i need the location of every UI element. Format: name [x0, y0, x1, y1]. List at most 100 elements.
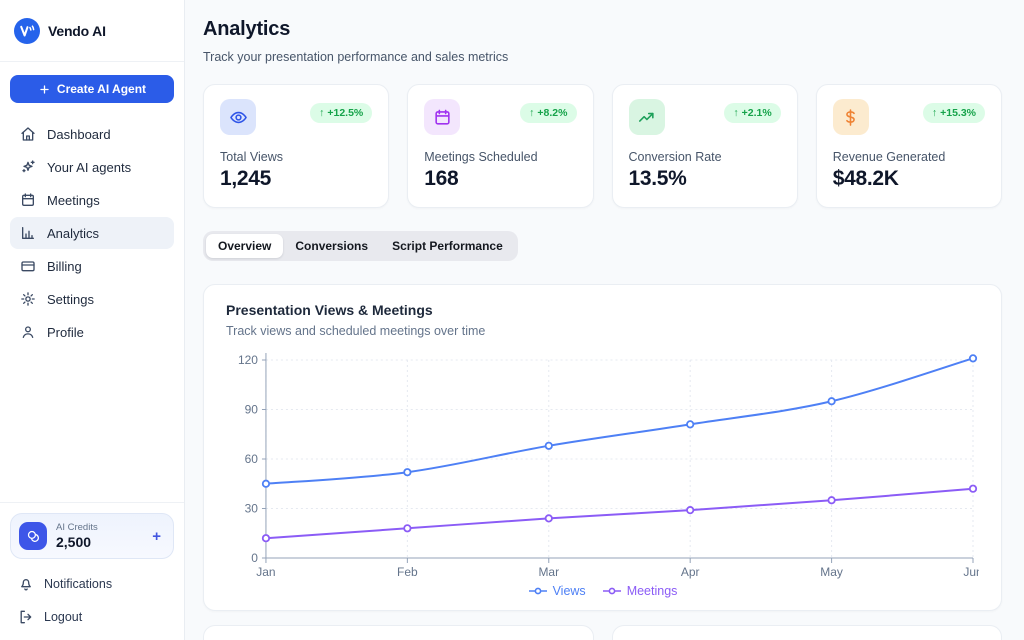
stat-value: 168 [424, 167, 459, 190]
create-ai-agent-label: Create AI Agent [56, 82, 147, 96]
main-content: Analytics Track your presentation perfor… [185, 0, 1024, 640]
arrow-up-icon: ↑ [529, 107, 535, 119]
data-point-meetings [686, 506, 695, 515]
stat-card-conversion-rate: ↑ +2.1% Conversion Rate 13.5% [611, 84, 798, 208]
partial-card-right [611, 625, 1002, 640]
stat-value: 1,245 [220, 167, 272, 190]
sidebar-item-logout[interactable]: Logout [10, 601, 174, 632]
plus-icon [38, 83, 51, 96]
sidebar-item-label: Notifications [44, 576, 113, 591]
stat-label: Conversion Rate [628, 150, 722, 164]
line-chart-svg: 0 30 60 90 120 Jan Feb Mar Apr May Jun [238, 353, 979, 579]
partial-card-left [203, 625, 594, 640]
data-point-meetings [544, 514, 553, 523]
tab-script-performance[interactable]: Script Performance [392, 239, 503, 253]
sidebar-item-meetings[interactable]: Meetings [10, 184, 174, 216]
tab-conversions[interactable]: Conversions [295, 239, 369, 253]
change-value: +2.1% [741, 107, 772, 119]
change-badge: ↑ +15.3% [922, 103, 985, 123]
change-value: +15.3% [940, 107, 976, 119]
analytics-tabs: Overview Conversions Script Performance [203, 231, 518, 261]
chart-subtitle: Track views and scheduled meetings over … [226, 324, 486, 338]
legend-item-meetings[interactable]: Meetings [602, 584, 678, 598]
change-value: +8.2% [537, 107, 568, 119]
sidebar-body: Create AI Agent Dashboard Your AI agents… [0, 62, 184, 502]
legend-item-views[interactable]: Views [528, 584, 586, 598]
dollar-icon [832, 99, 869, 135]
data-point-meetings [261, 534, 271, 543]
sidebar-item-your-ai-agents[interactable]: Your AI agents [10, 151, 174, 183]
tab-overview[interactable]: Overview [206, 234, 284, 258]
sidebar-nav: Dashboard Your AI agents Meetings Analyt… [10, 118, 174, 348]
chart-card: Presentation Views & Meetings Track view… [203, 284, 1002, 611]
brand-name: Vendo AI [48, 22, 106, 39]
legend-marker-icon [528, 587, 547, 595]
data-point-views [686, 420, 695, 429]
stat-label: Total Views [220, 150, 283, 164]
page-subtitle: Track your presentation performance and … [203, 50, 509, 64]
sidebar-header: Vendo AI [0, 0, 184, 62]
page-title: Analytics [203, 18, 291, 40]
sidebar-item-label: Profile [47, 324, 84, 340]
ai-credits-label: AI Credits [56, 522, 98, 533]
logout-icon [18, 609, 34, 625]
bell-icon [18, 576, 34, 592]
data-point-meetings [968, 484, 978, 493]
arrow-up-icon: ↑ [931, 107, 938, 119]
data-point-views [261, 479, 271, 488]
home-icon [20, 126, 36, 142]
user-icon [20, 324, 36, 340]
arrow-up-icon: ↑ [319, 107, 325, 119]
sidebar-item-label: Settings [47, 291, 94, 307]
sidebar-item-analytics[interactable]: Analytics [10, 217, 174, 249]
sidebar-footer: AI Credits 2,500 + Notifications Logout [0, 502, 184, 640]
change-value: +12.5% [327, 107, 364, 119]
sidebar: Vendo AI Create AI Agent Dashboard Your … [0, 0, 185, 640]
stats-row: ↑ +12.5% Total Views 1,245 ↑ +8.2% Meeti… [203, 84, 1002, 208]
calendar-icon [424, 99, 461, 135]
sidebar-item-label: Logout [44, 609, 83, 624]
legend-marker-icon [602, 587, 621, 595]
bottom-cards-row [203, 625, 1002, 640]
ai-credits-card: AI Credits 2,500 + [10, 513, 174, 559]
legend-label: Views [552, 584, 586, 598]
stat-card-revenue-generated: ↑ +15.3% Revenue Generated $48.2K [815, 84, 1002, 208]
add-credits-button[interactable]: + [152, 527, 161, 545]
sidebar-item-label: Meetings [47, 192, 100, 208]
change-badge: ↑ +8.2% [520, 103, 577, 123]
data-point-meetings [403, 524, 412, 533]
x-tick-label: May [820, 565, 843, 579]
y-tick-label: 90 [245, 402, 259, 416]
sidebar-item-billing[interactable]: Billing [10, 250, 174, 282]
stat-card-total-views: ↑ +12.5% Total Views 1,245 [203, 84, 390, 208]
stat-label: Revenue Generated [832, 150, 946, 164]
chart-legend: Views Meetings [226, 584, 979, 598]
sidebar-item-dashboard[interactable]: Dashboard [10, 118, 174, 150]
change-badge: ↑ +2.1% [724, 103, 781, 123]
sidebar-item-profile[interactable]: Profile [10, 316, 174, 348]
stat-label: Meetings Scheduled [424, 150, 538, 164]
eye-icon [220, 99, 256, 135]
y-tick-label: 30 [245, 501, 259, 515]
data-point-views [403, 468, 412, 477]
data-point-views [544, 441, 553, 450]
sidebar-item-label: Billing [47, 258, 82, 274]
coins-icon [19, 522, 47, 550]
gear-icon [20, 291, 36, 307]
x-tick-label: Mar [538, 565, 559, 579]
sidebar-item-settings[interactable]: Settings [10, 283, 174, 315]
legend-label: Meetings [626, 584, 678, 598]
create-ai-agent-button[interactable]: Create AI Agent [10, 75, 174, 103]
calendar-icon [20, 192, 36, 208]
line-chart: 0 30 60 90 120 Jan Feb Mar Apr May Jun Views Meetin… [226, 348, 979, 598]
credit-card-icon [20, 258, 36, 274]
vendo-ai-logo-icon [14, 17, 40, 44]
bar-chart-icon [20, 225, 36, 241]
change-badge: ↑ +12.5% [310, 103, 373, 123]
stat-card-meetings-scheduled: ↑ +8.2% Meetings Scheduled 168 [407, 84, 594, 208]
stat-value: $48.2K [832, 167, 899, 190]
sidebar-item-label: Dashboard [47, 126, 111, 142]
sidebar-item-notifications[interactable]: Notifications [10, 568, 174, 599]
y-tick-label: 60 [245, 452, 259, 466]
x-tick-label: Feb [397, 565, 418, 579]
